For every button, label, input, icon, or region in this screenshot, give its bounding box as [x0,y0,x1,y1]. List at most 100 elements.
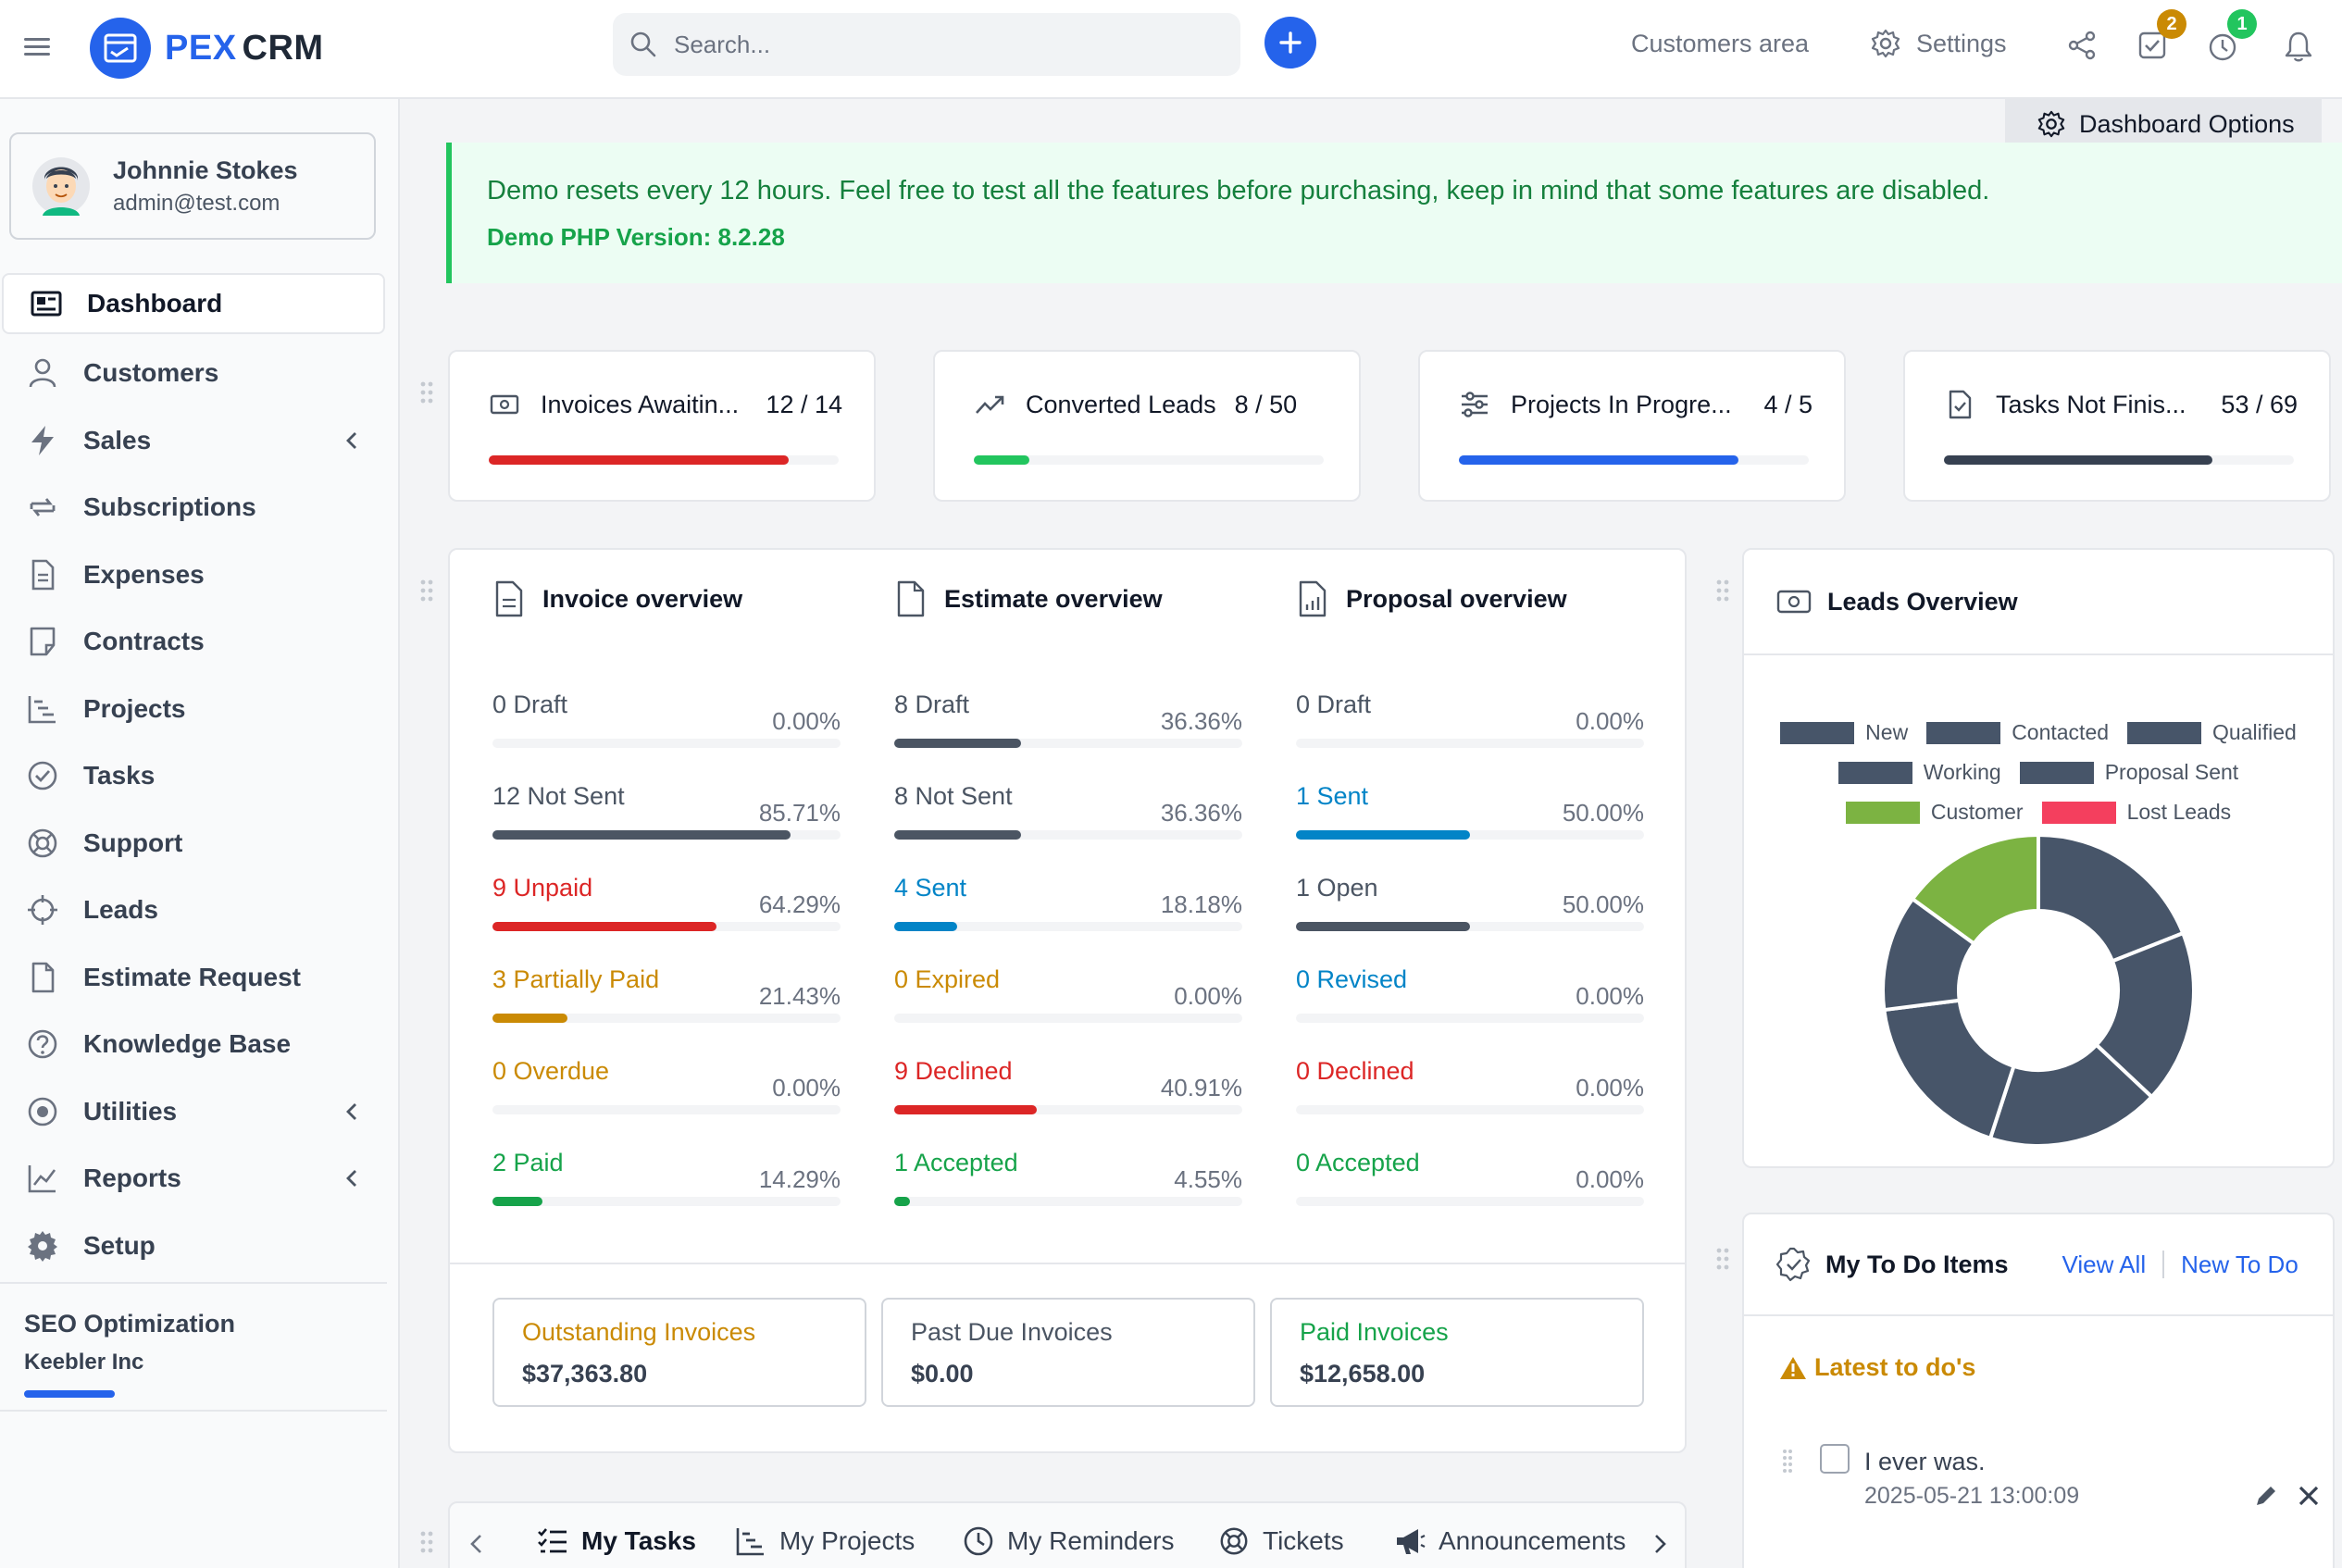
tab-tickets[interactable]: Tickets [1218,1525,1344,1557]
overview-row[interactable]: 8 Draft 36.36% [894,691,1242,755]
sidebar-item-support[interactable]: Support [0,810,400,877]
stat-card-converted-leads[interactable]: Converted Leads 8 / 50 [933,350,1361,502]
drag-handle-icon[interactable] [418,1529,435,1555]
overview-row[interactable]: 0 Draft 0.00% [1296,691,1644,755]
todo-checkbox[interactable] [1820,1444,1850,1474]
overview-row-track [894,739,1242,748]
view-all-link[interactable]: View All [2062,1250,2147,1278]
donut-slice-new[interactable] [2037,833,2186,964]
chevron-left-icon[interactable] [467,1533,487,1555]
overview-row[interactable]: 0 Overdue 0.00% [492,1057,841,1122]
overview-row[interactable]: 9 Unpaid 64.29% [492,874,841,939]
tasks-notification[interactable]: 2 [2136,9,2186,61]
customers-area-link[interactable]: Customers area [1631,30,1810,57]
megaphone-icon [1397,1529,1426,1554]
chevron-left-icon[interactable] [341,429,363,452]
chevron-left-icon[interactable] [341,1101,363,1123]
stat-card-tasks-not-finished[interactable]: Tasks Not Finis... 53 / 69 [1903,350,2331,502]
search-input[interactable] [674,30,1192,59]
sidebar-item-projects[interactable]: Projects [0,676,400,743]
overview-row[interactable]: 12 Not Sent 85.71% [492,782,841,847]
chevron-left-icon[interactable] [341,1167,363,1189]
drag-handle-icon[interactable] [1714,1246,1731,1272]
drag-handle-icon[interactable] [418,578,435,604]
sidebar-item-subscriptions[interactable]: Subscriptions [0,474,400,541]
new-todo-link[interactable]: New To Do [2181,1250,2298,1278]
overview-row[interactable]: 1 Sent 50.00% [1296,782,1644,847]
sidebar-item-leads[interactable]: Leads [0,877,400,944]
stat-progress-track [1459,455,1809,465]
donut-slice-qualified[interactable] [1987,1042,2155,1148]
summary-value: $0.00 [911,1360,974,1388]
sidebar-item-tasks[interactable]: Tasks [0,742,400,810]
sidebar-item-reports[interactable]: Reports [0,1145,400,1213]
legend-item-lost-leads[interactable]: Lost Leads [2041,800,2231,825]
overview-row[interactable]: 0 Expired 0.00% [894,965,1242,1030]
check-circle-icon [28,761,57,790]
overview-row[interactable]: 1 Open 50.00% [1296,874,1644,939]
overview-row[interactable]: 1 Accepted 4.55% [894,1149,1242,1213]
legend-item-new[interactable]: New [1780,720,1908,745]
search-box[interactable] [613,13,1240,76]
summary-past-due-invoices[interactable]: Past Due Invoices $0.00 [881,1298,1255,1407]
donut-slice-working[interactable] [1882,998,2016,1141]
donut-slice-proposal-sent[interactable] [1881,896,1977,1013]
sidebar-item-contracts[interactable]: Contracts [0,608,400,676]
legend-item-customer[interactable]: Customer [1845,800,2024,825]
dashboard-options-button[interactable]: Dashboard Options [2005,98,2322,150]
app-logo[interactable]: PEX CRM [89,17,324,80]
invoice-overview-title: Invoice overview [542,584,743,613]
pencil-icon[interactable] [2253,1483,2279,1509]
legend-item-contacted[interactable]: Contacted [1926,720,2109,745]
gantt-chart-icon [28,695,56,724]
legend-item-qualified[interactable]: Qualified [2127,720,2297,745]
sidebar-item-customers[interactable]: Customers [0,340,400,407]
drag-handle-icon[interactable] [1781,1448,1794,1475]
sidebar-item-utilities[interactable]: Utilities [0,1078,400,1146]
warning-icon [1780,1356,1806,1379]
stat-card-invoices-awaiting[interactable]: Invoices Awaitin... 12 / 14 [448,350,876,502]
user-profile-card[interactable]: Johnnie Stokes admin@test.com [9,132,376,240]
hamburger-menu-icon[interactable] [22,31,52,61]
sidebar-item-expenses[interactable]: Expenses [0,541,400,609]
stat-card-projects-in-progress[interactable]: Projects In Progre... 4 / 5 [1418,350,1846,502]
tab-announcements[interactable]: Announcements [1394,1525,1626,1557]
bell-icon[interactable] [2283,30,2314,63]
pinned-project[interactable]: SEO Optimization Keebler Inc [0,1282,387,1412]
overview-row[interactable]: 0 Draft 0.00% [492,691,841,755]
overview-row[interactable]: 0 Revised 0.00% [1296,965,1644,1030]
sidebar-item-estimate-request[interactable]: Estimate Request [0,944,400,1012]
drag-handle-icon[interactable] [418,380,435,405]
tab-my-reminders[interactable]: My Reminders [963,1525,1174,1557]
tab-my-tasks[interactable]: My Tasks [537,1525,696,1557]
sidebar-item-sales[interactable]: Sales [0,407,400,475]
share-icon[interactable] [2066,30,2098,61]
quick-create-button[interactable] [1264,17,1316,68]
overview-row[interactable]: 8 Not Sent 36.36% [894,782,1242,847]
invoice-document-icon [495,580,523,617]
overview-row-percent: 36.36% [1160,799,1242,827]
legend-item-proposal-sent[interactable]: Proposal Sent [2019,760,2238,785]
tab-my-projects[interactable]: My Projects [735,1525,915,1557]
chevron-right-icon[interactable] [1650,1533,1670,1555]
sidebar-item-setup[interactable]: Setup [0,1213,400,1280]
legend-item-working[interactable]: Working [1837,760,2001,785]
overview-row[interactable]: 2 Paid 14.29% [492,1149,841,1213]
overview-row[interactable]: 9 Declined 40.91% [894,1057,1242,1122]
sidebar-item-dashboard[interactable]: Dashboard [2,273,385,334]
settings-link[interactable]: Settings [1870,28,2007,59]
overview-row-label: 2 Paid [492,1149,564,1176]
overview-row-fill [894,1105,1037,1114]
summary-outstanding-invoices[interactable]: Outstanding Invoices $37,363.80 [492,1298,866,1407]
drag-handle-icon[interactable] [1714,578,1731,604]
overview-row[interactable]: 0 Declined 0.00% [1296,1057,1644,1122]
close-icon[interactable] [2298,1485,2320,1507]
donut-slice-contacted[interactable] [2093,930,2196,1100]
overview-row[interactable]: 4 Sent 18.18% [894,874,1242,939]
sidebar-item-knowledge-base[interactable]: Knowledge Base [0,1011,400,1078]
timer-notification[interactable]: 1 [2207,9,2257,63]
summary-paid-invoices[interactable]: Paid Invoices $12,658.00 [1270,1298,1644,1407]
overview-row-label: 0 Draft [492,691,568,718]
overview-row[interactable]: 3 Partially Paid 21.43% [492,965,841,1030]
overview-row[interactable]: 0 Accepted 0.00% [1296,1149,1644,1213]
